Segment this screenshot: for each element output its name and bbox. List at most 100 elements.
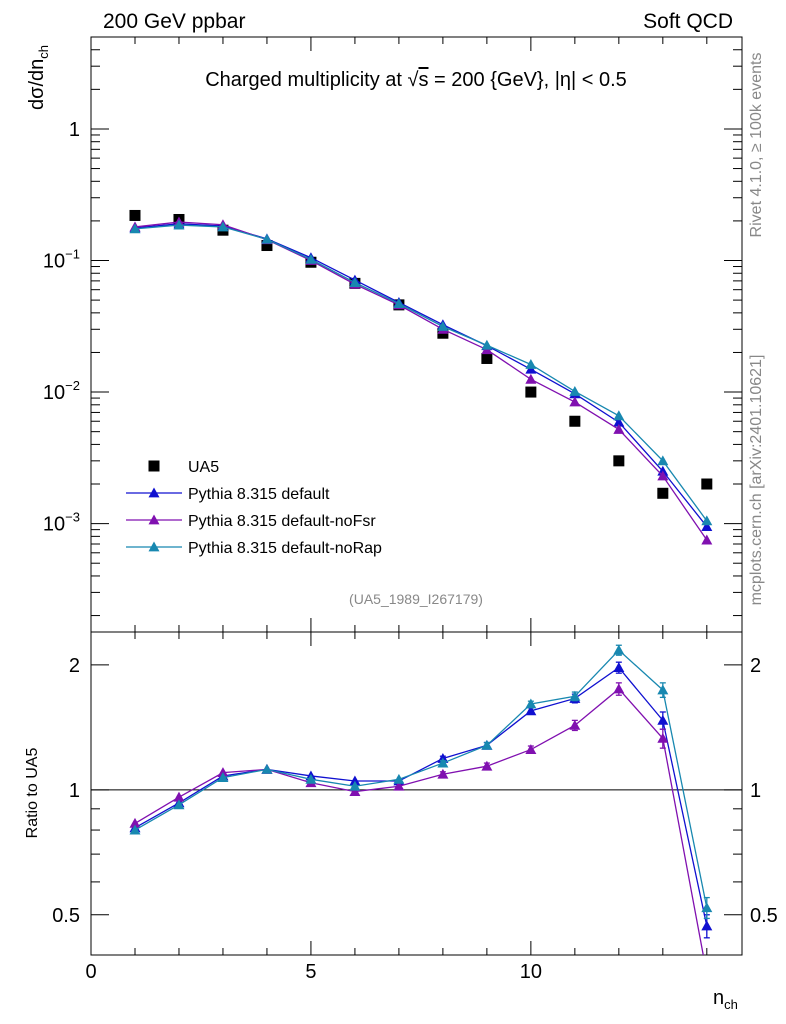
legend: UA5 Pythia 8.315 default Pythia 8.315 defa…	[126, 459, 382, 557]
ratio-point	[305, 773, 317, 784]
data-point	[613, 423, 625, 434]
ratio-line-pythia-8-315-default	[134, 666, 708, 927]
ratio-series	[129, 644, 713, 955]
data-point	[305, 253, 317, 264]
data-point	[613, 455, 625, 467]
series-line-pythia-8-315-default-norap	[134, 224, 708, 522]
legend-marker	[148, 487, 160, 498]
ratio-series-pythia-8-315-default-norap	[129, 644, 713, 920]
ratio-point	[657, 714, 669, 725]
y-axis-label: dσ/dnch	[26, 45, 51, 110]
main-y-tick-labels: 1 10−1 10−2 10−3	[43, 119, 80, 536]
x-tick-label: 0	[85, 961, 96, 983]
legend-item-ua5: UA5	[148, 459, 219, 476]
ratio-plot-frame	[90, 631, 743, 956]
ratio-point	[393, 780, 405, 791]
main-panel: 1 10−1 10−2 10−3 Charged multiplicity at √s…	[26, 36, 743, 633]
series-pythia-8-315-default-norap	[129, 219, 713, 526]
plot-title: Charged multiplicity at √s = 200 {GeV}, …	[205, 69, 627, 91]
ratio-point	[525, 698, 537, 709]
ratio-point	[613, 644, 625, 655]
ratio-point	[613, 662, 625, 672]
ratio-point	[657, 684, 669, 695]
header-left: 200 GeV ppbar	[103, 10, 245, 33]
legend-item-pythia-8-315-default: Pythia 8.315 default	[126, 486, 330, 503]
main-y-tick-label: 10−3	[43, 510, 80, 536]
ratio-point	[217, 767, 229, 778]
data-point	[481, 352, 493, 364]
ratio-point	[525, 705, 537, 716]
ratio-point	[701, 920, 713, 931]
legend-marker	[148, 460, 160, 472]
data-point	[349, 277, 361, 287]
ratio-point	[349, 786, 361, 797]
ratio-point	[569, 690, 581, 701]
ratio-series-pythia-8-315-default	[129, 661, 713, 939]
data-point	[657, 470, 669, 481]
ratio-y-tick-label: 2	[69, 655, 80, 677]
legend-label: UA5	[188, 459, 219, 476]
legend-marker	[148, 541, 160, 552]
ratio-point	[129, 817, 141, 828]
ratio-point	[481, 739, 493, 750]
ratio-y-tick-label-right: 1	[750, 780, 761, 802]
data-point	[613, 416, 625, 427]
data-point	[613, 410, 625, 421]
ratio-y-tick-label-right: 2	[750, 655, 761, 677]
main-series	[129, 209, 713, 545]
ratio-y-tick-label: 1	[69, 780, 80, 802]
ratio-point	[217, 772, 229, 783]
data-point	[701, 521, 713, 531]
rivet-label: Rivet 4.1.0, ≥ 100k events	[748, 53, 765, 238]
legend-label: Pythia 8.315 default	[188, 486, 330, 503]
header-right: Soft QCD	[643, 10, 733, 33]
data-point	[437, 321, 449, 331]
ratio-point	[701, 902, 713, 913]
data-point	[129, 223, 141, 234]
ratio-point	[393, 773, 405, 784]
legend-label: Pythia 8.315 default-noFsr	[188, 513, 376, 530]
data-point	[701, 478, 713, 490]
main-y-tick-label: 10−1	[43, 247, 80, 273]
data-point	[481, 339, 493, 350]
ratio-point	[569, 719, 581, 730]
ratio-y-tick-label: 0.5	[52, 905, 80, 927]
ratio-line-pythia-8-315-default-norap	[134, 649, 708, 908]
ratio-panel: 0.5 0.5 1 1 2 2 Ratio to UA5 0 5 10 nch	[24, 631, 778, 1012]
analysis-annotation: (UA5_1989_I267179)	[349, 591, 483, 607]
series-pythia-8-315-default	[129, 218, 713, 531]
ratio-ticks	[90, 632, 742, 955]
ratio-line-pythia-8-315-default-nofsr	[134, 688, 704, 955]
data-point	[525, 373, 537, 384]
data-point	[569, 385, 581, 396]
ratio-point	[525, 744, 537, 754]
ratio-tick-labels: 0.5 0.5 1 1 2 2	[52, 655, 778, 927]
main-y-tick-label: 10−2	[43, 378, 80, 404]
ratio-point	[437, 768, 449, 779]
ratio-point	[437, 757, 449, 768]
data-point	[569, 415, 581, 427]
data-point	[569, 396, 581, 407]
data-point	[129, 209, 141, 221]
data-point	[525, 386, 537, 398]
data-point	[525, 358, 537, 369]
ratio-point	[261, 763, 273, 774]
data-point	[261, 233, 273, 244]
series-ua5	[129, 209, 713, 499]
ratio-point	[613, 683, 625, 694]
data-point	[701, 515, 713, 526]
legend-item-pythia-8-315-default-norap: Pythia 8.315 default-noRap	[126, 540, 382, 557]
x-axis-label: nch	[713, 987, 738, 1012]
data-point	[657, 487, 669, 499]
data-point	[393, 298, 405, 309]
main-y-tick-label: 1	[69, 119, 80, 141]
ratio-point	[349, 780, 361, 791]
data-point	[217, 221, 229, 232]
series-line-pythia-8-315-default-nofsr	[134, 221, 708, 541]
ratio-point	[481, 760, 493, 771]
data-point	[701, 534, 713, 545]
data-point	[173, 219, 185, 230]
ratio-point	[129, 824, 141, 835]
ratio-point	[657, 732, 669, 743]
